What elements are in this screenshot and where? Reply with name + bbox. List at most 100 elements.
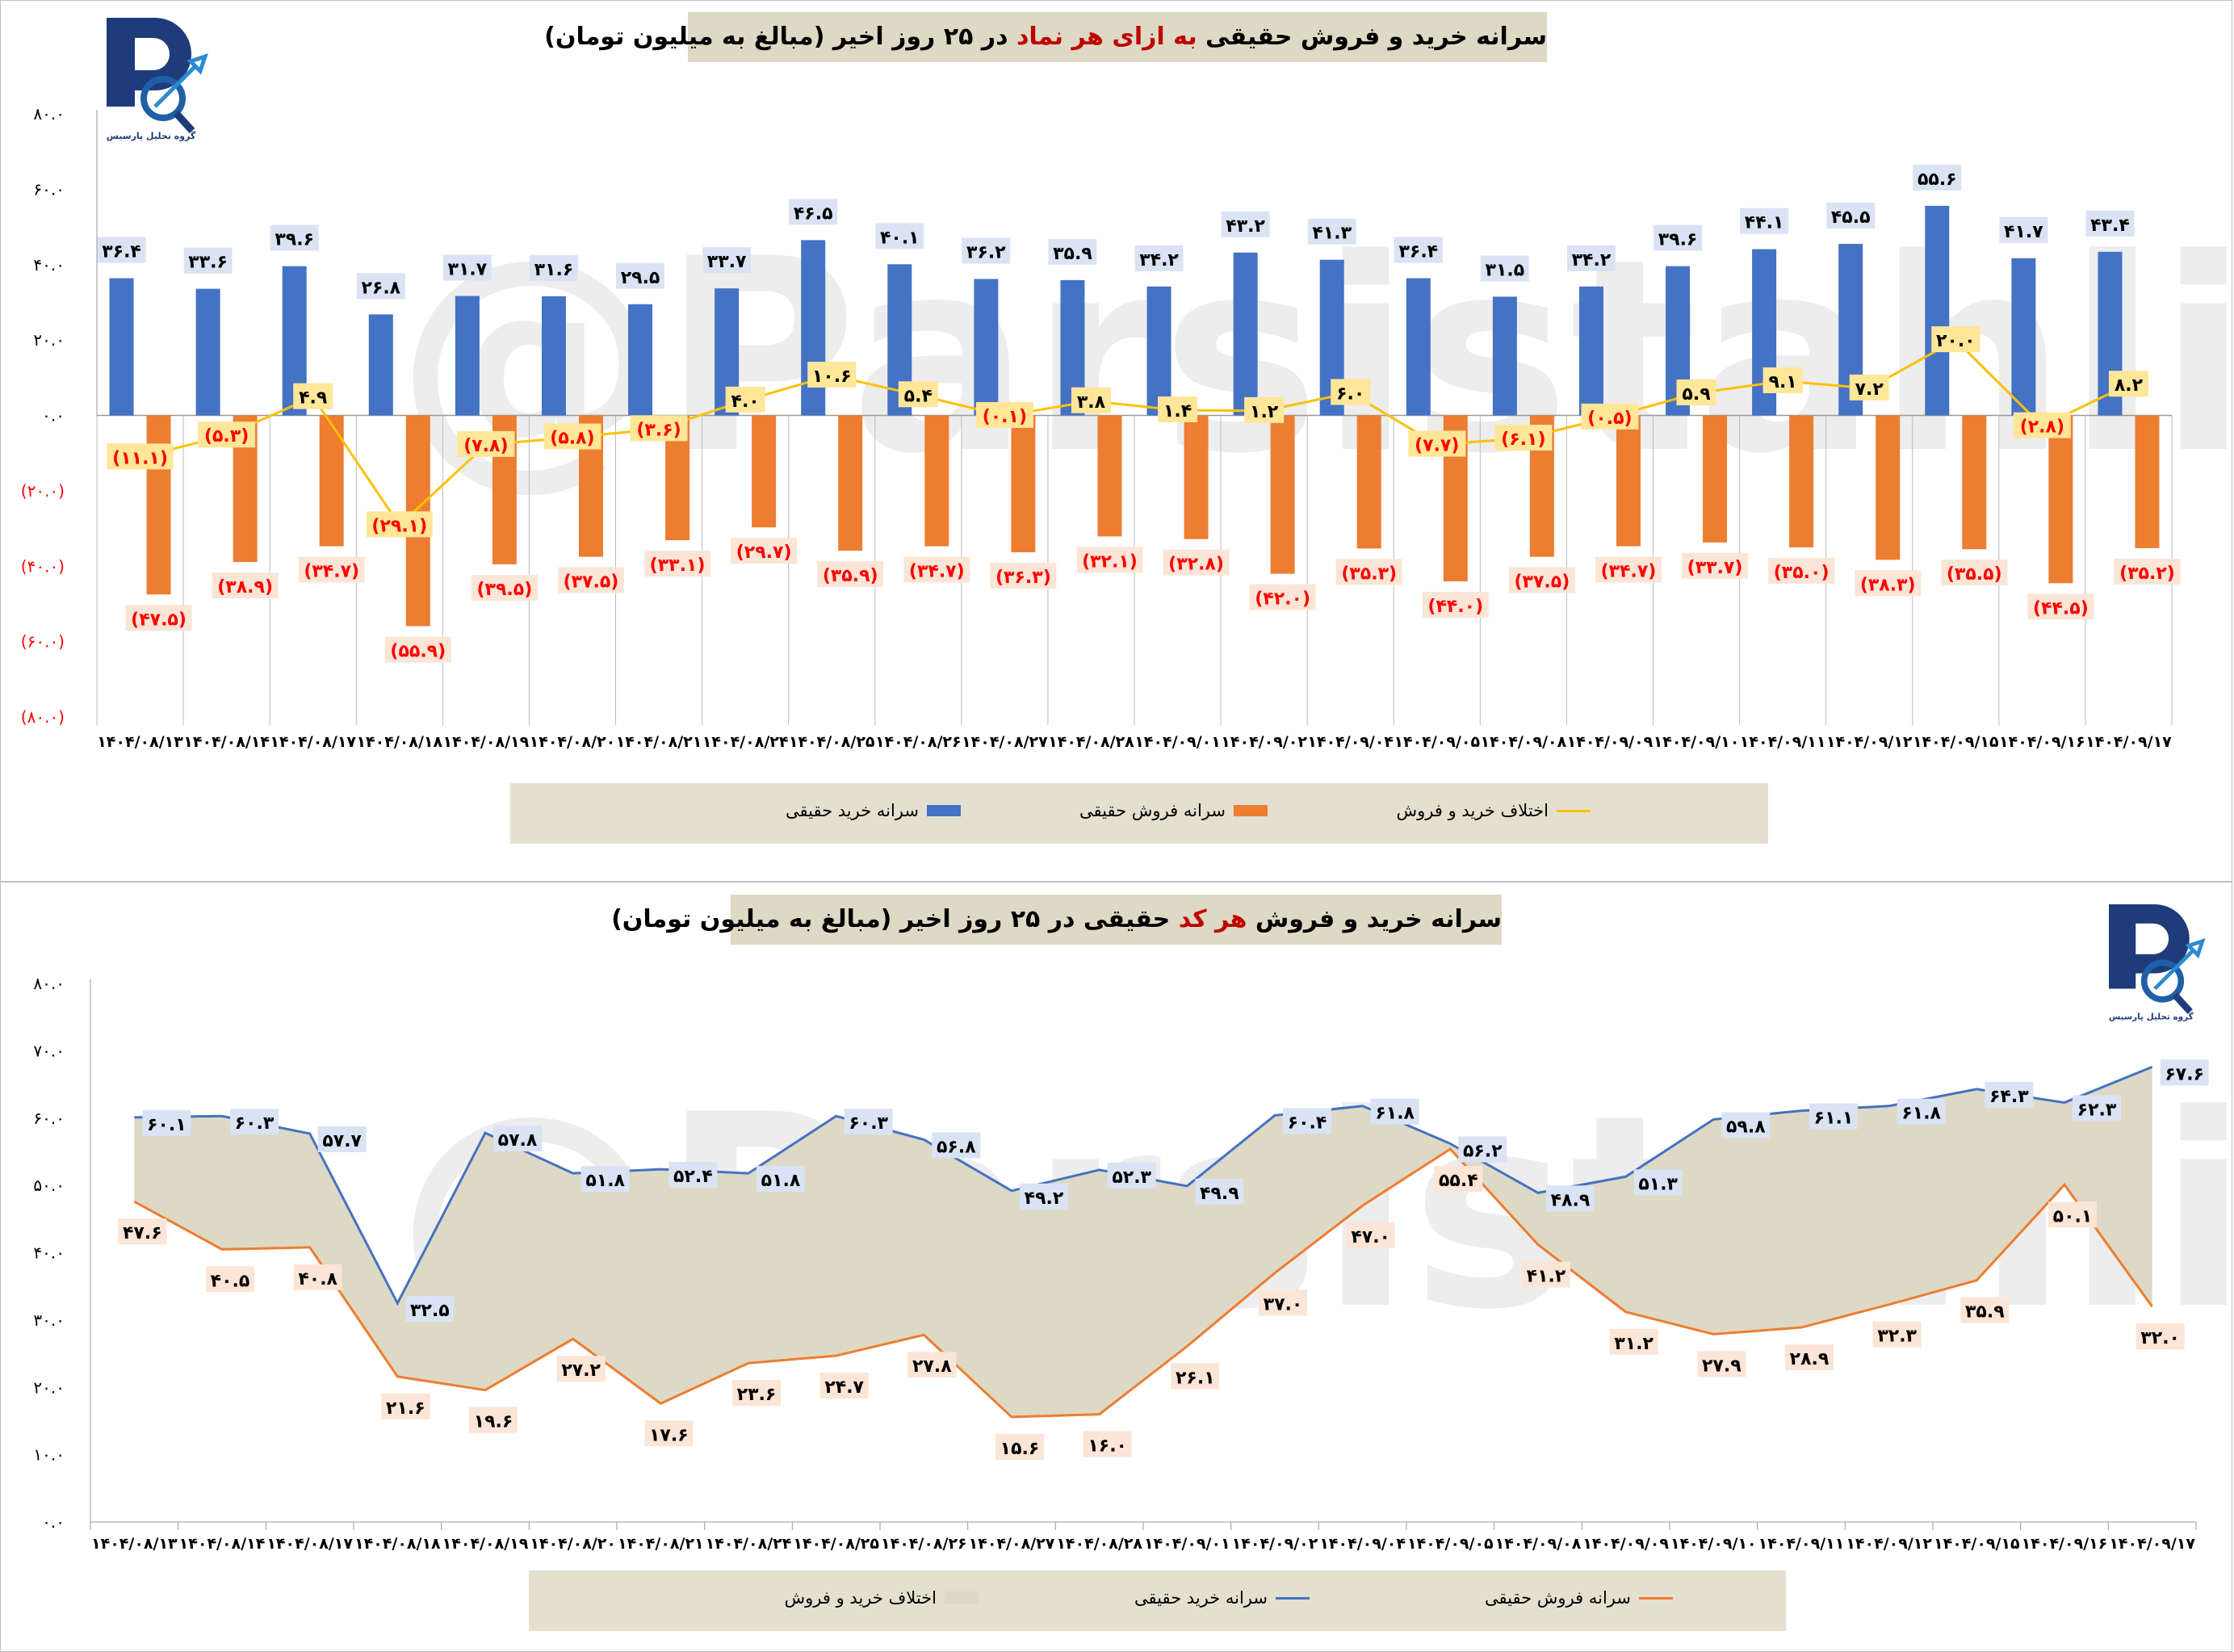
title-highlight: به ازای هر نماد bbox=[1016, 23, 1197, 51]
buy-bar bbox=[195, 288, 220, 416]
legend-swatch-buy bbox=[927, 805, 961, 816]
buy-data-label: ۳۱.۷ bbox=[448, 260, 488, 280]
diff-data-label-box bbox=[457, 430, 515, 457]
buy-data-label: ۳۳.۶ bbox=[188, 253, 228, 273]
y-tick-label: (۸۰.۰) bbox=[21, 707, 65, 727]
buy-data-label-box bbox=[1480, 255, 1529, 282]
sell-data-label: (۴۴.۰) bbox=[1427, 597, 1483, 617]
sell-data-label: (۳۸.۳) bbox=[1860, 575, 1916, 595]
buy-data-label-box bbox=[2085, 210, 2135, 237]
sell-bar bbox=[838, 415, 863, 551]
x-tick-label: ۱۴۰۴/۰۸/۲۱ bbox=[618, 1535, 704, 1553]
buy-data-label-box bbox=[844, 1109, 893, 1135]
sell-data-label-box bbox=[293, 1264, 342, 1290]
buy-data-label-box bbox=[1107, 1162, 1156, 1189]
buy-data-label-box bbox=[1999, 216, 2048, 243]
buy-bar bbox=[1406, 278, 1431, 416]
buy-data-label-box bbox=[1721, 1112, 1771, 1138]
sell-data-label-box bbox=[644, 551, 711, 577]
sell-data-label: ۵۵.۴ bbox=[1439, 1171, 1478, 1191]
y-tick-label: ۰.۰ bbox=[42, 1512, 65, 1532]
legend-swatch-diff bbox=[1557, 809, 1591, 812]
diff-data-label-box bbox=[1931, 326, 1980, 353]
title-highlight: هر کد bbox=[1178, 905, 1247, 933]
sell-data-label-box bbox=[125, 605, 192, 631]
diff-data-label-box bbox=[1331, 379, 1371, 405]
sell-data-label-box bbox=[2114, 558, 2181, 585]
buy-data-label-box bbox=[581, 1166, 630, 1193]
y-tick-label: ۸۰.۰ bbox=[33, 104, 65, 124]
top-chart-legend: سرانه خرید حقیقی سرانه فروش حقیقی اختلاف… bbox=[510, 783, 1768, 844]
sell-data-label-box bbox=[2027, 593, 2094, 620]
x-tick-label: ۱۴۰۴/۰۹/۰۹ bbox=[1582, 1535, 1669, 1553]
legend-label: سرانه فروش حقیقی bbox=[1485, 1588, 1631, 1608]
sell-data-label: (۳۴.۷) bbox=[909, 562, 965, 582]
sell-data-label-box bbox=[556, 1356, 606, 1382]
sell-bar bbox=[1097, 415, 1122, 537]
x-tick-label: ۱۴۰۴/۰۸/۲۸ bbox=[1048, 733, 1134, 751]
sell-data-label: (۴۲.۰) bbox=[1255, 589, 1310, 610]
sell-data-label: ۱۷.۶ bbox=[649, 1425, 689, 1445]
legend-item-buy: سرانه خرید حقیقی bbox=[786, 801, 961, 820]
sell-data-label: ۲۳.۶ bbox=[737, 1385, 777, 1405]
buy-data-label: ۵۱.۸ bbox=[761, 1171, 801, 1191]
sell-bar bbox=[1616, 415, 1641, 547]
buy-bar bbox=[368, 314, 393, 416]
buy-bar bbox=[1925, 205, 1950, 416]
sell-data-label-box bbox=[1249, 584, 1316, 610]
sell-data-label: (۵۵.۹) bbox=[390, 641, 446, 661]
title-part: در ۲۵ روز اخیر (مبالغ به میلیون تومان) bbox=[544, 23, 1016, 51]
buy-data-label-box bbox=[789, 199, 838, 225]
sell-bar bbox=[1703, 415, 1728, 543]
diff-data-label-box bbox=[807, 362, 857, 388]
logo-letter-p bbox=[2109, 904, 2190, 989]
buy-bar bbox=[541, 296, 566, 416]
top-chart-title: سرانه خرید و فروش حقیقی به ازای هر نماد … bbox=[544, 12, 1547, 62]
y-tick-label: ۶۰.۰ bbox=[33, 1109, 65, 1128]
x-tick-label: ۱۴۰۴/۰۸/۱۹ bbox=[442, 1535, 529, 1553]
bottom-chart-title: سرانه خرید و فروش هر کد حقیقی در ۲۵ روز … bbox=[611, 895, 1502, 945]
buy-data-label-box bbox=[230, 1109, 279, 1135]
buy-data-label-box bbox=[142, 1109, 191, 1136]
diff-data-label: ۵.۴ bbox=[904, 386, 933, 406]
sell-data-label: ۴۰.۸ bbox=[298, 1269, 337, 1289]
buy-bar bbox=[1578, 286, 1603, 416]
buy-data-label-box bbox=[1048, 238, 1097, 265]
y-tick-label: ۰.۰ bbox=[42, 406, 65, 426]
buy-bar bbox=[455, 296, 480, 416]
y-tick-label: ۸۰.۰ bbox=[33, 974, 65, 993]
diff-data-label: ۲۰.۰ bbox=[1936, 331, 1976, 351]
x-tick-label: ۱۴۰۴/۰۹/۰۴ bbox=[1319, 1535, 1406, 1553]
diff-data-label: (۶.۱) bbox=[1501, 430, 1545, 450]
sell-data-label: (۳۹.۵) bbox=[477, 580, 533, 600]
sell-data-label: ۳۱.۲ bbox=[1614, 1334, 1653, 1354]
buy-data-label: ۵۱.۸ bbox=[585, 1171, 625, 1191]
buy-data-label-box bbox=[317, 1126, 367, 1152]
buy-data-label: ۵۹.۸ bbox=[1726, 1117, 1766, 1137]
sell-data-label: ۲۱.۶ bbox=[386, 1398, 425, 1419]
sell-data-label-box bbox=[1422, 591, 1489, 618]
sell-bar bbox=[1789, 415, 1814, 547]
buy-data-label-box bbox=[1394, 237, 1443, 263]
buy-bar bbox=[801, 240, 826, 416]
diff-data-label: (۲۹.۱) bbox=[371, 516, 427, 536]
legend-swatch-sell bbox=[1234, 805, 1268, 816]
sell-data-label: (۳۴.۷) bbox=[304, 562, 359, 582]
buy-data-label: ۶۴.۳ bbox=[1989, 1087, 2029, 1107]
x-tick-label: ۱۴۰۴/۰۹/۰۸ bbox=[1495, 1535, 1582, 1553]
logo-text: گروه تحلیل پارسیس bbox=[107, 131, 196, 141]
sell-bar bbox=[924, 415, 949, 547]
x-tick-label: ۱۴۰۴/۰۹/۱۲ bbox=[1826, 733, 1913, 751]
legend-label: اختلاف خرید و فروش bbox=[784, 1588, 937, 1608]
x-tick-label: ۱۴۰۴/۰۸/۲۵ bbox=[789, 733, 875, 751]
title-part: سرانه خرید و فروش حقیقی bbox=[1197, 23, 1547, 51]
sell-bar bbox=[752, 415, 777, 528]
sell-data-label-box bbox=[732, 1380, 781, 1407]
x-tick-label: ۱۴۰۴/۰۸/۲۷ bbox=[969, 1535, 1055, 1553]
legend-item-sell: سرانه فروش حقیقی bbox=[1079, 801, 1268, 820]
sell-data-label-box bbox=[557, 567, 624, 593]
buy-data-label: ۶۱.۱ bbox=[1814, 1109, 1854, 1129]
sell-data-label-box bbox=[819, 1373, 869, 1399]
legend-label: سرانه فروش حقیقی bbox=[1079, 801, 1226, 820]
logo-magnifier-handle bbox=[2172, 992, 2193, 1014]
